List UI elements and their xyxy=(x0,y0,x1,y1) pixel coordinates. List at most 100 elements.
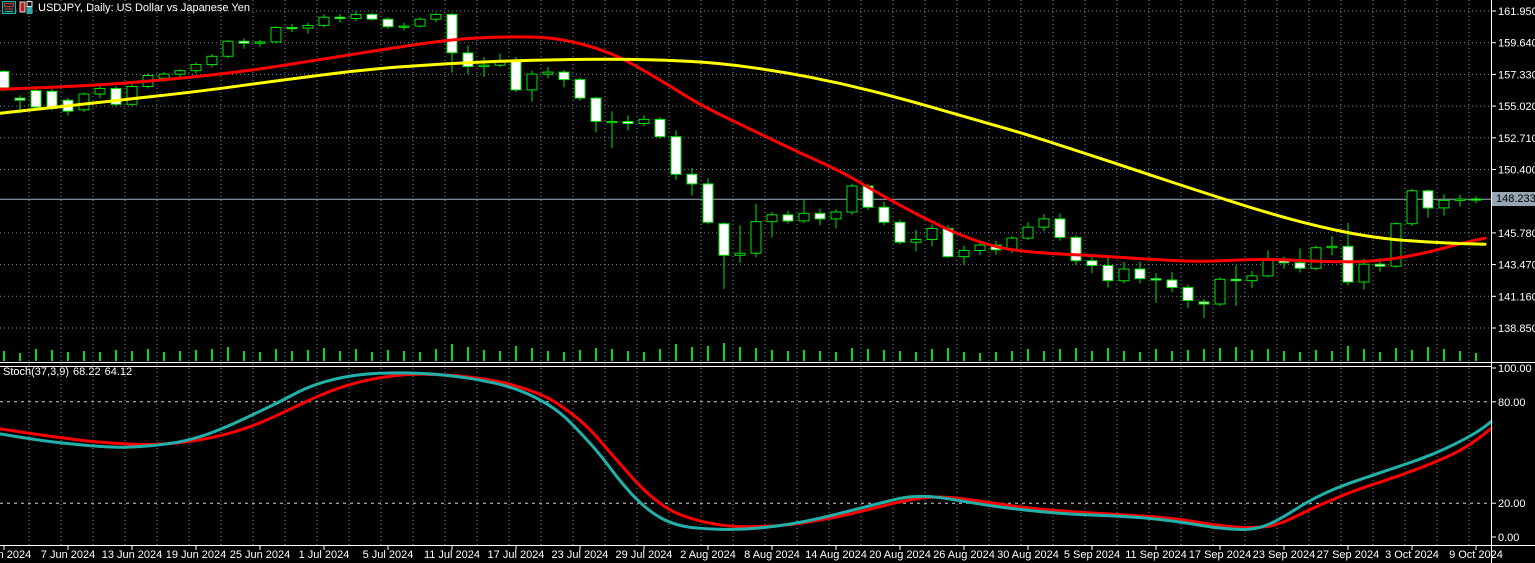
candle xyxy=(78,92,90,112)
volume-bar xyxy=(675,344,677,361)
volume-bar xyxy=(1011,351,1013,361)
volume-bar xyxy=(515,346,517,361)
volume-bar xyxy=(819,351,821,361)
volume-bar xyxy=(1427,347,1429,361)
candle xyxy=(926,224,938,247)
candle xyxy=(94,86,106,99)
candle xyxy=(1198,299,1210,318)
candle xyxy=(1214,277,1226,306)
candle xyxy=(686,168,698,196)
volume-bar xyxy=(835,352,837,361)
volume-bar xyxy=(1347,346,1349,361)
candle xyxy=(638,115,650,127)
candle xyxy=(1150,273,1162,303)
volume-bar xyxy=(131,351,133,361)
date-tick-label: 23 Jul 2024 xyxy=(552,549,609,561)
volume-bar xyxy=(1379,352,1381,361)
volume-bar xyxy=(227,347,229,361)
volume-bar xyxy=(259,352,261,361)
date-tick-label: 11 Sep 2024 xyxy=(1125,549,1187,561)
chart-title-bar: USDJPY, Daily: US Dollar vs Japanese Yen xyxy=(2,1,250,14)
candle xyxy=(846,183,858,215)
volume-bar xyxy=(947,348,949,361)
indicator-tick-label: 100.00 xyxy=(1498,363,1532,375)
volume-bar xyxy=(851,348,853,361)
price-tick-label: 138.850 xyxy=(1498,323,1535,335)
date-tick-label: 19 Jun 2024 xyxy=(166,549,227,561)
volume-bar xyxy=(467,347,469,361)
volume-bar xyxy=(1027,349,1029,361)
current-price-value: 148.233 xyxy=(1496,193,1535,205)
list-icon xyxy=(2,1,16,14)
candle xyxy=(462,45,474,75)
date-tick-label: 14 Aug 2024 xyxy=(805,549,867,561)
ma-fast-line xyxy=(0,35,1487,264)
volume-bar xyxy=(691,347,693,361)
candle xyxy=(414,17,426,28)
volume-bar xyxy=(963,352,965,361)
volume-bar xyxy=(1155,349,1157,361)
ma-slow-line xyxy=(0,57,1487,246)
candle xyxy=(1406,188,1418,226)
volume-bar xyxy=(19,353,21,361)
candle xyxy=(190,62,202,74)
volume-bar xyxy=(35,349,37,361)
volume-bar xyxy=(1171,351,1173,361)
candle xyxy=(766,212,778,238)
volume-bar xyxy=(915,352,917,361)
candle xyxy=(814,208,826,226)
date-tick-label: 5 Sep 2024 xyxy=(1064,549,1120,561)
volume-bar xyxy=(563,352,565,361)
candle xyxy=(606,111,618,149)
candle xyxy=(1038,214,1050,232)
volume-bar xyxy=(883,350,885,361)
indicator-tick-label: 20.00 xyxy=(1498,498,1526,510)
volume-bar xyxy=(307,350,309,361)
volume-bar xyxy=(339,351,341,361)
candle xyxy=(398,22,410,31)
candle xyxy=(782,210,794,224)
grid-layer xyxy=(0,0,1491,545)
price-tick-label: 152.710 xyxy=(1498,133,1535,145)
indicator-tick-label: 0.00 xyxy=(1498,532,1519,544)
volume-bar xyxy=(659,349,661,361)
candle xyxy=(526,70,538,102)
date-tick-label: 27 Sep 2024 xyxy=(1317,549,1379,561)
candle xyxy=(1086,253,1098,274)
volume-bar xyxy=(83,351,85,361)
candle xyxy=(1390,222,1402,268)
chart-title: USDJPY, Daily: US Dollar vs Japanese Yen xyxy=(38,1,250,14)
candle xyxy=(878,201,890,226)
candle xyxy=(302,22,314,34)
candle xyxy=(1230,265,1242,306)
date-tick-label: 2 Aug 2024 xyxy=(680,549,736,561)
indicator-main-value: 68.22 xyxy=(73,366,101,378)
volume-bar xyxy=(995,352,997,361)
stoch-signal-line xyxy=(0,372,1493,530)
candle xyxy=(1454,194,1466,207)
candle xyxy=(622,115,634,131)
volume-bar xyxy=(1043,351,1045,361)
candle xyxy=(1470,196,1482,204)
candle xyxy=(1022,222,1034,241)
volume-bar xyxy=(499,351,501,361)
volume-bar xyxy=(1283,351,1285,361)
volume-bar xyxy=(275,349,277,361)
volume-bar xyxy=(739,347,741,361)
date-tick-label: 29 Jul 2024 xyxy=(616,549,673,561)
volume-bar xyxy=(931,349,933,361)
candle xyxy=(430,13,442,22)
volume-bar xyxy=(1059,349,1061,361)
volume-bar xyxy=(1475,353,1477,361)
candle xyxy=(206,54,218,68)
candle xyxy=(558,70,570,88)
price-axis[interactable]: 161.950 159.640 157.330 155.020 152.710 150.4… xyxy=(1491,6,1535,544)
candle xyxy=(958,245,970,265)
volume-bar xyxy=(387,350,389,361)
volume-bar xyxy=(67,352,69,361)
candle xyxy=(1054,213,1066,241)
price-tick-label: 143.470 xyxy=(1498,260,1535,272)
